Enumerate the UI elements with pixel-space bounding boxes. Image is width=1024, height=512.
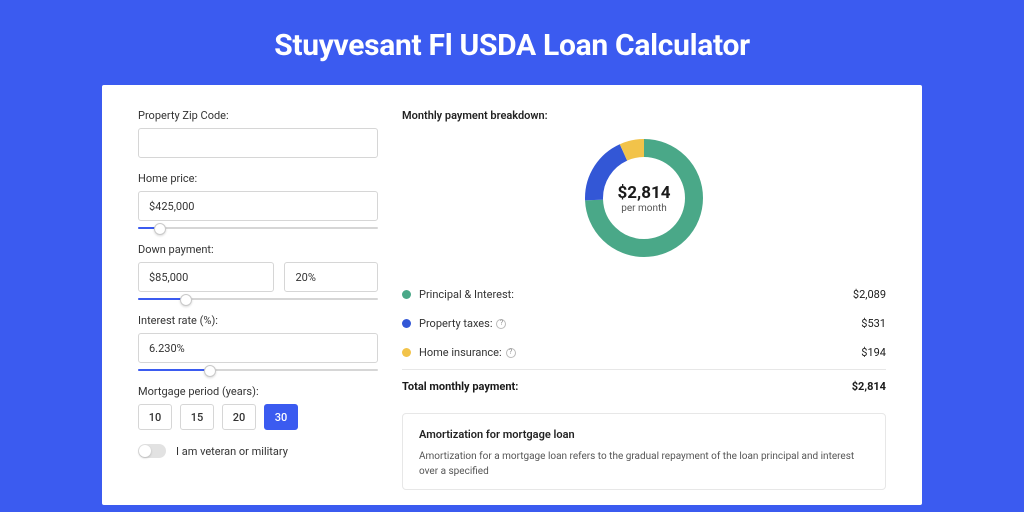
- field-zip: Property Zip Code:: [138, 109, 378, 158]
- interest-label: Interest rate (%):: [138, 314, 378, 327]
- home-price-label: Home price:: [138, 172, 378, 185]
- legend-value: $531: [861, 317, 886, 330]
- period-label: Mortgage period (years):: [138, 385, 378, 398]
- page-title: Stuyvesant Fl USDA Loan Calculator: [0, 0, 1024, 85]
- legend-swatch: [402, 290, 411, 299]
- field-home-price: Home price:: [138, 172, 378, 229]
- legend-row: Home insurance:? $194: [402, 338, 886, 367]
- breakdown-panel: Monthly payment breakdown: $2,814 per mo…: [402, 109, 886, 505]
- legend-swatch: [402, 319, 411, 328]
- period-button-group: 10 15 20 30: [138, 404, 378, 430]
- donut-center-sub: per month: [621, 203, 667, 214]
- field-down-payment: Down payment:: [138, 243, 378, 300]
- legend-label: Principal & Interest:: [419, 288, 514, 301]
- down-payment-percent-input[interactable]: [284, 262, 378, 292]
- total-row: Total monthly payment: $2,814: [402, 369, 886, 403]
- period-button-10[interactable]: 10: [138, 404, 172, 430]
- amortization-card: Amortization for mortgage loan Amortizat…: [402, 413, 886, 490]
- amortization-title: Amortization for mortgage loan: [419, 428, 869, 441]
- form-panel: Property Zip Code: Home price: Down paym…: [138, 109, 378, 505]
- field-interest-rate: Interest rate (%):: [138, 314, 378, 371]
- down-payment-label: Down payment:: [138, 243, 378, 256]
- slider-thumb[interactable]: [204, 365, 216, 377]
- zip-label: Property Zip Code:: [138, 109, 378, 122]
- veteran-toggle[interactable]: [138, 444, 166, 458]
- info-icon[interactable]: ?: [506, 348, 516, 358]
- interest-input[interactable]: [138, 333, 378, 363]
- slider-thumb[interactable]: [154, 223, 166, 235]
- down-payment-slider[interactable]: [138, 298, 378, 300]
- period-button-15[interactable]: 15: [180, 404, 214, 430]
- down-payment-amount-input[interactable]: [138, 262, 274, 292]
- donut-chart: $2,814 per month: [402, 130, 886, 274]
- interest-slider[interactable]: [138, 369, 378, 371]
- total-value: $2,814: [852, 380, 886, 393]
- donut-center-value: $2,814: [618, 183, 671, 203]
- info-icon[interactable]: ?: [496, 319, 506, 329]
- legend-label: Property taxes:?: [419, 317, 506, 330]
- calculator-card: Property Zip Code: Home price: Down paym…: [102, 85, 922, 505]
- period-button-30[interactable]: 30: [264, 404, 298, 430]
- legend-value: $2,089: [853, 288, 886, 301]
- amortization-body: Amortization for a mortgage loan refers …: [419, 449, 869, 479]
- legend-value: $194: [861, 346, 886, 359]
- legend-label: Home insurance:?: [419, 346, 516, 359]
- home-price-slider[interactable]: [138, 227, 378, 229]
- slider-thumb[interactable]: [180, 294, 192, 306]
- home-price-input[interactable]: [138, 191, 378, 221]
- total-label: Total monthly payment:: [402, 380, 518, 393]
- legend-swatch: [402, 348, 411, 357]
- breakdown-title: Monthly payment breakdown:: [402, 109, 886, 122]
- legend-row: Principal & Interest: $2,089: [402, 280, 886, 309]
- field-period: Mortgage period (years): 10 15 20 30: [138, 385, 378, 430]
- zip-input[interactable]: [138, 128, 378, 158]
- breakdown-legend: Principal & Interest: $2,089 Property taxe…: [402, 280, 886, 367]
- veteran-toggle-row: I am veteran or military: [138, 444, 378, 458]
- legend-row: Property taxes:? $531: [402, 309, 886, 338]
- veteran-label: I am veteran or military: [176, 445, 288, 458]
- period-button-20[interactable]: 20: [222, 404, 256, 430]
